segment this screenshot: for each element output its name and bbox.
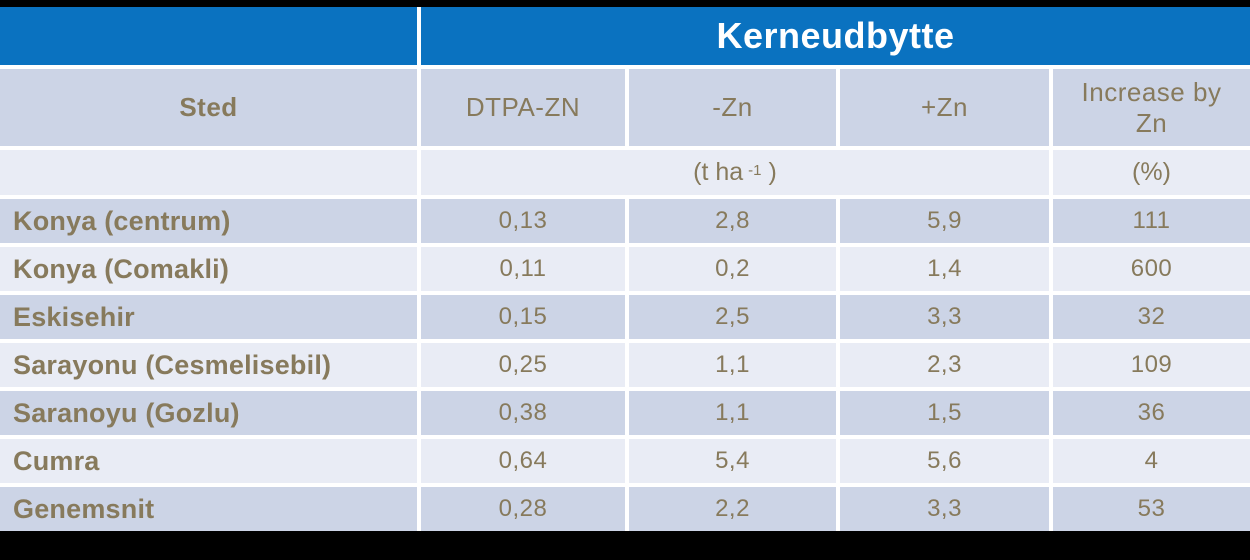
data-cell-minus-zn: 5,4 — [629, 439, 836, 483]
data-value: 0,15 — [498, 303, 548, 330]
data-value: 53 — [1137, 495, 1166, 522]
data-cell-plus-zn: 5,6 — [840, 439, 1049, 483]
data-cell-increase: 600 — [1053, 247, 1250, 291]
data-cell-increase: 111 — [1053, 199, 1250, 243]
data-cell-plus-zn: 1,4 — [840, 247, 1049, 291]
col-header-plus-zn: +Zn — [840, 69, 1049, 146]
data-cell-plus-zn: 2,3 — [840, 343, 1049, 387]
data-cell-plus-zn: 3,3 — [840, 487, 1049, 531]
data-value: 5,6 — [927, 447, 962, 474]
data-value: 5,4 — [715, 447, 750, 474]
table-title-cell: Kerneudbytte — [421, 7, 1250, 65]
col-header-sted-label: Sted — [179, 92, 238, 122]
row-label-text: Cumra — [13, 445, 100, 476]
bottom-black-strip — [0, 531, 1250, 560]
row-label-konya-centrum: Konya (centrum) — [0, 199, 417, 243]
kerneudbytte-table: Kerneudbytte Sted DTPA-ZN -Zn +Zn Increa… — [0, 7, 1250, 531]
data-cell-dtpa: 0,38 — [421, 391, 625, 435]
data-value: 4 — [1144, 447, 1159, 474]
data-value: 2,3 — [927, 351, 962, 378]
title-spacer-cell — [0, 7, 417, 65]
data-cell-minus-zn: 2,8 — [629, 199, 836, 243]
row-label-saranoyu-gozlu: Saranoyu (Gozlu) — [0, 391, 417, 435]
col-header-increase-by-zn: Increase by Zn — [1053, 69, 1250, 146]
data-cell-increase: 4 — [1053, 439, 1250, 483]
col-header-sted: Sted — [0, 69, 417, 146]
data-cell-increase: 32 — [1053, 295, 1250, 339]
data-value: 1,1 — [715, 351, 750, 378]
data-cell-dtpa: 0,15 — [421, 295, 625, 339]
data-cell-plus-zn: 5,9 — [840, 199, 1049, 243]
unit-cell-percent: (%) — [1053, 150, 1250, 195]
data-cell-minus-zn: 2,5 — [629, 295, 836, 339]
data-value: 1,5 — [927, 399, 962, 426]
data-value: 36 — [1137, 399, 1166, 426]
data-value: 109 — [1130, 351, 1173, 378]
data-cell-plus-zn: 1,5 — [840, 391, 1049, 435]
data-value: 0,38 — [498, 399, 548, 426]
data-cell-minus-zn: 2,2 — [629, 487, 836, 531]
row-label-text: Konya (Comakli) — [13, 253, 230, 284]
row-label-genemsnit: Genemsnit — [0, 487, 417, 531]
row-label-eskisehir: Eskisehir — [0, 295, 417, 339]
data-value: 1,4 — [927, 255, 962, 282]
unit-yield-superscript: -1 — [748, 162, 762, 179]
col-header-minus-zn-label: -Zn — [712, 92, 753, 122]
data-value: 3,3 — [927, 303, 962, 330]
data-value: 5,9 — [927, 207, 962, 234]
unit-yield-suffix: ) — [768, 158, 777, 186]
data-cell-dtpa: 0,28 — [421, 487, 625, 531]
top-black-strip — [0, 0, 1250, 7]
col-header-dtpa-zn-label: DTPA-ZN — [465, 92, 581, 122]
unit-yield-prefix: (t ha — [693, 158, 744, 186]
unit-spacer-cell — [0, 150, 417, 195]
table-title: Kerneudbytte — [716, 15, 955, 56]
row-label-text: Konya (centrum) — [13, 205, 231, 236]
data-value: 2,8 — [715, 207, 750, 234]
data-cell-dtpa: 0,11 — [421, 247, 625, 291]
data-cell-minus-zn: 0,2 — [629, 247, 836, 291]
col-header-dtpa-zn: DTPA-ZN — [421, 69, 625, 146]
row-label-text: Saranoyu (Gozlu) — [13, 397, 240, 428]
data-value: 32 — [1137, 303, 1166, 330]
data-cell-dtpa: 0,25 — [421, 343, 625, 387]
row-label-sarayonu-cesmelisebil: Sarayonu (Cesmelisebil) — [0, 343, 417, 387]
data-cell-dtpa: 0,64 — [421, 439, 625, 483]
data-value: 2,2 — [715, 495, 750, 522]
unit-cell-yield: (t ha -1) — [421, 150, 1049, 195]
data-cell-increase: 109 — [1053, 343, 1250, 387]
data-value: 0,11 — [499, 255, 547, 282]
data-cell-increase: 53 — [1053, 487, 1250, 531]
data-value: 0,64 — [498, 447, 548, 474]
col-header-minus-zn: -Zn — [629, 69, 836, 146]
row-label-cumra: Cumra — [0, 439, 417, 483]
data-value: 3,3 — [927, 495, 962, 522]
row-label-konya-comakli: Konya (Comakli) — [0, 247, 417, 291]
col-header-plus-zn-label: +Zn — [920, 92, 969, 122]
data-value: 0,2 — [715, 255, 750, 282]
data-cell-minus-zn: 1,1 — [629, 343, 836, 387]
row-label-text: Sarayonu (Cesmelisebil) — [13, 349, 332, 380]
unit-percent-label: (%) — [1132, 158, 1171, 186]
row-label-text: Eskisehir — [13, 301, 135, 332]
data-cell-minus-zn: 1,1 — [629, 391, 836, 435]
data-value: 111 — [1132, 207, 1171, 234]
row-label-text: Genemsnit — [13, 493, 155, 524]
data-value: 0,13 — [498, 207, 548, 234]
col-header-increase-by-zn-label: Increase by Zn — [1081, 76, 1222, 138]
data-value: 0,28 — [498, 495, 548, 522]
data-cell-increase: 36 — [1053, 391, 1250, 435]
data-value: 1,1 — [715, 399, 750, 426]
data-value: 600 — [1130, 255, 1173, 282]
data-cell-dtpa: 0,13 — [421, 199, 625, 243]
data-value: 2,5 — [715, 303, 750, 330]
data-value: 0,25 — [498, 351, 548, 378]
data-cell-plus-zn: 3,3 — [840, 295, 1049, 339]
